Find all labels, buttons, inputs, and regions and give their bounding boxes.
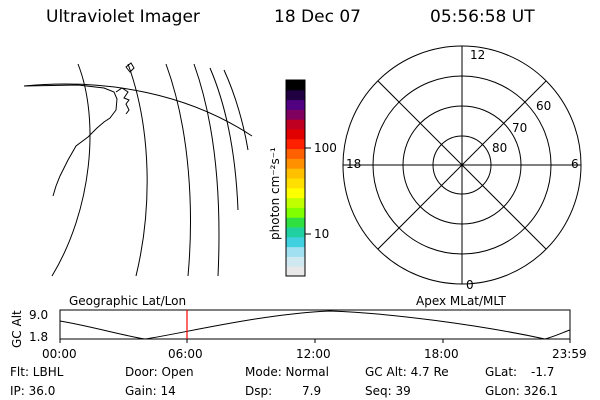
- meridian: [165, 63, 191, 277]
- altitude-strip: [59, 309, 571, 343]
- door-status: Door: Open: [125, 365, 194, 379]
- colorbar-stripe: [286, 236, 305, 248]
- colorbar-stripe: [286, 89, 305, 101]
- strip-x-tick: 00:00: [42, 347, 77, 361]
- strip-y-axis-label: GC Alt: [10, 310, 24, 348]
- mlt-label-12: 12: [470, 48, 485, 62]
- time-label: 05:56:58 UT: [430, 7, 535, 27]
- meridian: [51, 63, 91, 277]
- dsp-label: Dsp:: [245, 384, 273, 398]
- colorbar-stripe: [286, 178, 305, 189]
- meridian: [223, 69, 249, 151]
- mlat-label-70: 70: [512, 121, 527, 135]
- glat-value: -1.7: [531, 365, 555, 379]
- colorbar-stripe: [286, 109, 305, 120]
- colorbar-stripe: [286, 138, 305, 150]
- colorbar-stripe: [286, 148, 305, 159]
- mlat-label-60: 60: [536, 99, 551, 113]
- colorbar-tick-label: 100: [314, 141, 337, 155]
- mode-status: Mode: Normal: [245, 365, 329, 379]
- strip-left-title: Geographic Lat/Lon: [69, 294, 187, 308]
- gain-status: Gain: 14: [125, 384, 176, 398]
- mlat-label-80: 80: [492, 141, 507, 155]
- colorbar-stripe: [286, 168, 305, 179]
- color-bar: 100 10 photon cm⁻²s⁻¹: [268, 79, 337, 277]
- meridian: [193, 63, 220, 277]
- colorbar-stripe: [286, 217, 305, 228]
- colorbar-stripe: [286, 246, 305, 257]
- instrument-title: Ultraviolet Imager: [46, 7, 200, 27]
- mlt-label-0: 0: [466, 278, 474, 292]
- date-label: 18 Dec 07: [274, 7, 361, 27]
- colorbar-stripe: [286, 266, 305, 277]
- colorbar-stripe: [286, 187, 305, 199]
- dsp-value: 7.9: [302, 384, 322, 398]
- latitude-line: [23, 83, 253, 137]
- coastline: [23, 84, 118, 197]
- ip-status: IP: 36.0: [10, 384, 56, 398]
- colorbar-tick-label: 10: [314, 227, 329, 241]
- colorbar-stripe: [286, 227, 305, 238]
- colorbar-stripe: [286, 256, 305, 267]
- strip-x-tick: 18:00: [424, 347, 459, 361]
- glon-status: GLon: 326.1: [485, 384, 558, 398]
- glat-label: GLat:: [485, 365, 518, 379]
- colorbar-stripe: [286, 99, 305, 110]
- colorbar-stripe: [286, 158, 305, 169]
- colorbar-stripe: [286, 197, 305, 208]
- geographic-map: [23, 62, 253, 277]
- coastline-island: [125, 62, 135, 73]
- seq-status: Seq: 39: [365, 384, 411, 398]
- strip-y-tick: 1.8: [29, 330, 49, 344]
- colorbar-stripe: [286, 207, 305, 218]
- coastline-coast-north: [115, 87, 130, 115]
- colorbar-stripe: [286, 119, 305, 130]
- meridian: [209, 67, 239, 211]
- mlt-label-18: 18: [346, 157, 361, 171]
- colorbar-stripe: [286, 80, 305, 91]
- colorbar-stripe: [286, 129, 305, 140]
- strip-right-title: Apex MLat/MLT: [416, 294, 506, 308]
- colorbar-unit-label: photon cm⁻²s⁻¹: [268, 147, 282, 240]
- strip-x-tick: 12:00: [296, 347, 331, 361]
- mlt-label-6: 6: [571, 157, 579, 171]
- strip-x-tick: 06:00: [168, 347, 203, 361]
- filter-status: Flt: LBHL: [10, 365, 64, 379]
- gc-alt-status: GC Alt: 4.7 Re: [365, 365, 449, 379]
- strip-y-tick: 9.0: [29, 308, 49, 322]
- altitude-curve: [59, 310, 571, 340]
- polar-plot: [342, 45, 582, 285]
- meridian: [127, 63, 148, 277]
- strip-x-tick: 23:59: [552, 347, 587, 361]
